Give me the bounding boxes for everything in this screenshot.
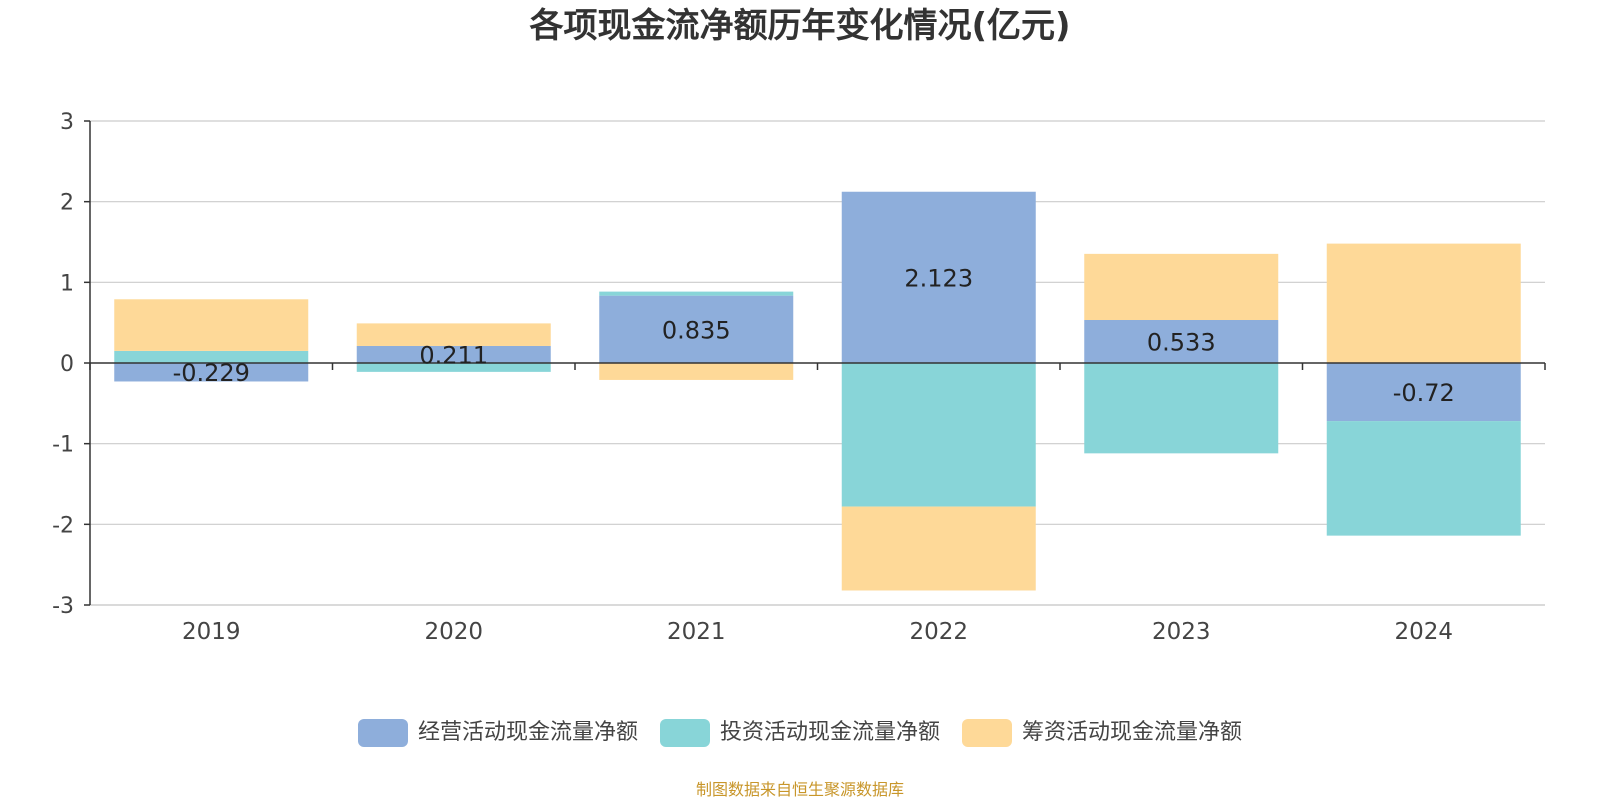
y-tick-label: 0 <box>60 352 74 377</box>
x-tick-label-2024: 2024 <box>1394 619 1453 645</box>
legend-swatch <box>659 719 710 747</box>
bar-series-1-2022 <box>841 363 1036 507</box>
x-tick-label-2023: 2023 <box>1152 619 1211 645</box>
data-label-2022: 2.123 <box>904 264 973 292</box>
data-label-2024: -0.72 <box>1393 379 1455 407</box>
bar-series-2-2019 <box>114 299 309 351</box>
data-label-2023: 0.533 <box>1147 329 1216 357</box>
legend-item-1[interactable]: 投资活动现金流量净额 <box>659 718 940 748</box>
bar-series-0-2019 <box>114 363 309 382</box>
legend-item-2[interactable]: 筹资活动现金流量净额 <box>962 718 1242 748</box>
chart-title: 各项现金流净额历年变化情况(亿元) <box>529 6 1071 46</box>
data-label-2021: 0.835 <box>662 316 731 344</box>
legend-label: 投资活动现金流量净额 <box>719 720 940 745</box>
legend-item-0[interactable]: 经营活动现金流量净额 <box>357 718 638 748</box>
source-note: 制图数据来自恒生聚源数据库 <box>695 780 904 799</box>
bar-series-0-2020 <box>356 345 551 363</box>
y-tick-label: 3 <box>60 110 74 135</box>
y-tick-label: -3 <box>52 594 74 619</box>
x-tick-label-2021: 2021 <box>667 619 726 645</box>
y-tick-label: 2 <box>60 191 74 216</box>
x-tick-label-2022: 2022 <box>909 619 968 645</box>
data-label-2019: -0.229 <box>173 359 250 387</box>
bar-series-0-2022 <box>841 191 1036 363</box>
bar-series-2-2020 <box>356 323 551 346</box>
bar-series-2-2022 <box>841 506 1036 591</box>
legend-swatch <box>357 719 408 747</box>
bar-series-2-2024 <box>1326 243 1521 363</box>
bar-series-0-2023 <box>1084 320 1279 363</box>
bar-series-1-2019 <box>114 350 309 363</box>
bar-series-1-2021 <box>599 291 794 296</box>
y-tick-label: -2 <box>52 513 74 538</box>
bar-series-1-2024 <box>1326 421 1521 536</box>
bar-series-0-2021 <box>599 295 794 363</box>
bar-series-0-2024 <box>1326 363 1521 422</box>
y-tick-label: 1 <box>60 271 74 296</box>
x-tick-label-2020: 2020 <box>424 619 483 645</box>
y-tick-label: -1 <box>52 433 74 458</box>
legend-swatch <box>962 719 1012 747</box>
bar-series-1-2020 <box>356 363 551 372</box>
legend-label: 筹资活动现金流量净额 <box>1022 720 1243 745</box>
x-tick-label-2019: 2019 <box>182 619 241 645</box>
chart-legend: 经营活动现金流量净额 投资活动现金流量净额 筹资活动现金流量净额 <box>0 718 1600 748</box>
bar-series-2-2021 <box>599 363 794 380</box>
bar-series-1-2023 <box>1084 363 1279 454</box>
bar-series-2-2023 <box>1084 253 1279 321</box>
data-label-2020: 0.211 <box>419 341 488 369</box>
legend-label: 经营活动现金流量净额 <box>417 720 638 745</box>
